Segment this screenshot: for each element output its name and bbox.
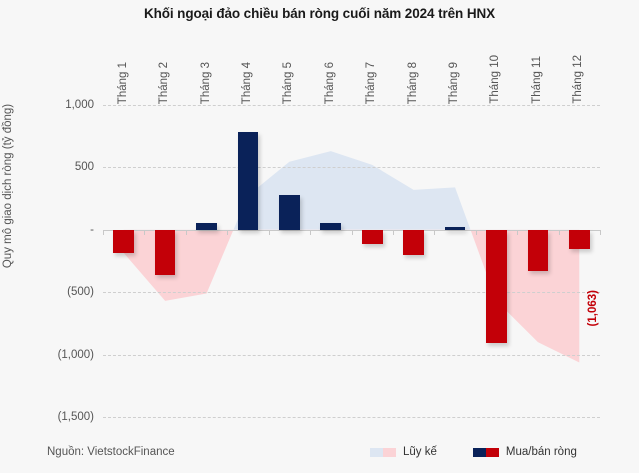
y-axis-tick-label: (500) <box>67 286 94 299</box>
y-axis-tick-label: 500 <box>74 161 94 174</box>
final-cumulative-value-label: (1,063) <box>587 290 600 327</box>
x-axis-tick <box>185 229 187 235</box>
bar-8 <box>403 229 424 255</box>
y-axis-tick-label: 1,000 <box>65 99 94 111</box>
bar-9 <box>444 226 466 230</box>
plot-area <box>103 105 601 418</box>
legend-swatch-cumulative-icon <box>370 447 396 457</box>
bar-1 <box>113 229 135 253</box>
x-axis-tick-label: Tháng 6 <box>323 61 336 104</box>
y-axis-tick-label: - <box>90 223 94 236</box>
x-axis-tick-label: Tháng 1 <box>116 61 129 104</box>
legend-item-cumulative[interactable]: Lũy kế <box>370 446 437 458</box>
x-axis-tick <box>558 229 560 235</box>
gridline <box>103 167 600 169</box>
source-note: Nguồn: VietstockFinance <box>47 446 175 458</box>
gridline <box>103 354 600 356</box>
bar-5 <box>279 195 300 230</box>
x-axis-tick <box>600 229 601 235</box>
cumulative-area-series <box>123 151 580 363</box>
gridline <box>103 417 600 418</box>
x-axis-tick-label: Tháng 10 <box>489 55 502 104</box>
x-axis-tick-labels: Tháng 1 Tháng 2 Tháng 3 Tháng 4 Tháng 5 Tháng… <box>103 40 600 104</box>
x-axis-tick-label: Tháng 5 <box>282 61 295 104</box>
x-axis-tick <box>103 229 104 235</box>
x-axis-tick <box>227 229 229 235</box>
bar-11 <box>527 229 549 271</box>
bar-3 <box>196 222 217 230</box>
legend-label-cumulative: Lũy kế <box>403 446 437 458</box>
x-axis-tick-label: Tháng 12 <box>572 55 585 104</box>
x-axis-tick <box>517 229 519 235</box>
chart-legend: Lũy kế Mua/bán ròng <box>370 446 577 458</box>
chart-title: Khối ngoại đảo chiều bán ròng cuối năm 2… <box>143 6 496 21</box>
bar-10 <box>486 229 507 343</box>
x-axis-tick <box>268 229 270 235</box>
bar-7 <box>361 229 383 244</box>
legend-swatch-net-trade-icon <box>472 447 499 457</box>
x-axis-tick-label: Tháng 7 <box>365 61 378 104</box>
x-axis-tick-label: Tháng 9 <box>448 61 461 104</box>
x-axis-tick <box>351 229 353 235</box>
x-axis-tick-label: Tháng 11 <box>530 56 543 104</box>
y-axis-tick-label: (1,500) <box>57 411 94 423</box>
y-axis-tick-label: (1,000) <box>57 348 94 361</box>
bar-4 <box>237 131 259 230</box>
x-axis-tick-label: Tháng 3 <box>199 61 212 104</box>
x-axis-tick-label: Tháng 8 <box>406 61 419 104</box>
bar-2 <box>154 229 176 275</box>
legend-item-net-trade[interactable]: Mua/bán ròng <box>472 446 577 458</box>
x-axis-tick <box>392 229 394 235</box>
legend-label-net-trade: Mua/bán ròng <box>505 446 577 458</box>
x-axis-tick-label: Tháng 4 <box>240 61 253 104</box>
x-axis-tick <box>475 229 477 235</box>
x-axis-tick <box>310 229 312 235</box>
x-axis-tick-label: Tháng 2 <box>158 61 171 104</box>
bar-6 <box>320 222 342 230</box>
gridline <box>103 292 600 294</box>
x-axis-tick <box>144 229 146 235</box>
x-axis-tick <box>434 229 436 235</box>
bar-12 <box>568 229 590 249</box>
gridline <box>103 105 600 106</box>
